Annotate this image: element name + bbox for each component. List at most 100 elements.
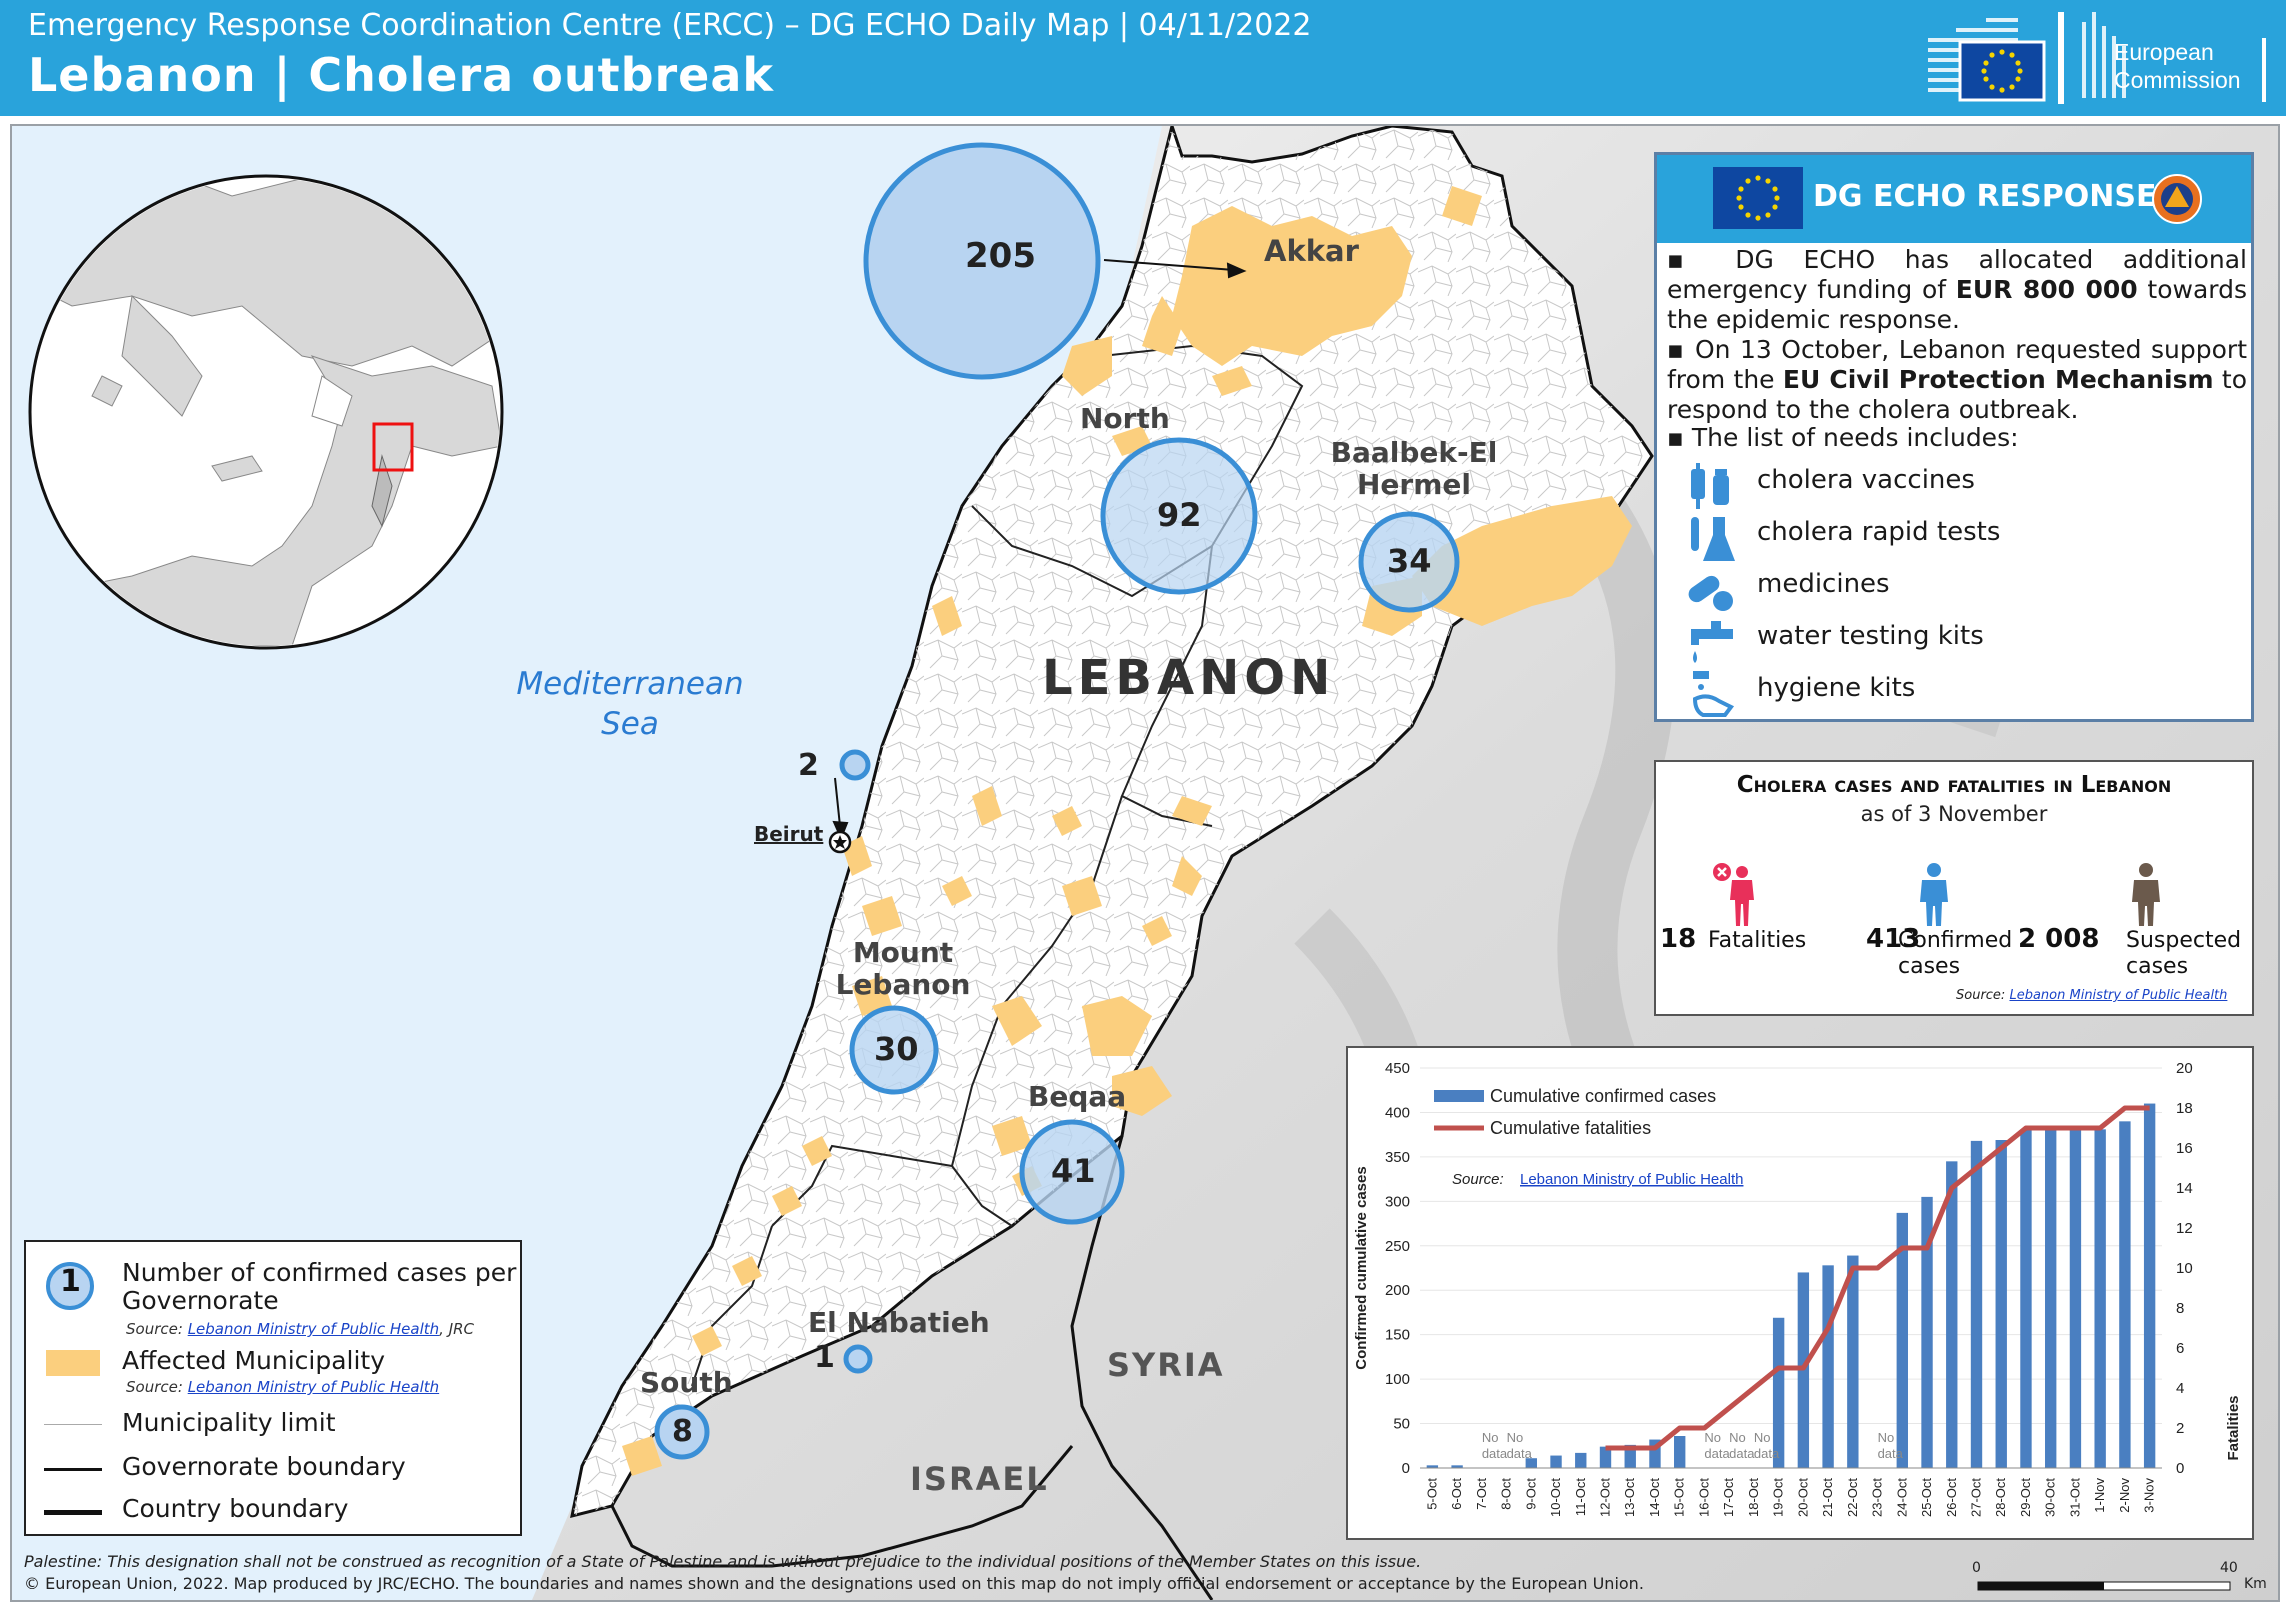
beqaa-case-count: 41 (1051, 1152, 1096, 1190)
y2-tick-label: 4 (2176, 1380, 2184, 1397)
bar (2020, 1129, 2032, 1468)
need-medicines-label: medicines (1757, 569, 1890, 599)
x-tick-label: 9-Oct (1523, 1478, 1538, 1510)
circle-mount-lebanon[interactable] (849, 1005, 939, 1095)
bar (1649, 1439, 1661, 1468)
header-subtitle: Emergency Response Coordination Centre (… (28, 8, 1312, 43)
nabatieh-case-count: 1 (814, 1340, 835, 1375)
legend-municipality-label: Municipality limit (122, 1408, 336, 1437)
sea-label-2: Sea (601, 706, 659, 742)
water-tap-icon (1691, 621, 1733, 663)
suspected-label-1: Suspected (2126, 928, 2242, 953)
x-tick-label: 5-Oct (1424, 1478, 1439, 1510)
x-tick-label: 25-Oct (1919, 1478, 1934, 1517)
map-legend: 1 Number of confirmed cases per Governor… (24, 1240, 522, 1536)
eu-flag-icon (1713, 167, 1803, 229)
y2-tick-label: 20 (2176, 1060, 2193, 1077)
x-tick-label: 14-Oct (1647, 1478, 1662, 1517)
bar (2069, 1129, 2082, 1468)
mount-lebanon-label-2: Lebanon (835, 968, 971, 1001)
legend-affected-source-link[interactable]: Lebanon Ministry of Public Health (187, 1378, 440, 1396)
pills-icon (1688, 575, 1733, 611)
y2-tick-label: 6 (2176, 1340, 2184, 1357)
stats-source-link[interactable]: Lebanon Ministry of Public Health (2009, 988, 2228, 1003)
fatalities-person-icon (1713, 863, 1754, 926)
north-label: North (1080, 402, 1170, 435)
bar (1599, 1446, 1612, 1468)
stats-title: Cholera cases and fatalities in Lebanon (1736, 772, 2172, 798)
no-data-label: No (1507, 1430, 1524, 1445)
bar (1674, 1436, 1686, 1468)
test-tube-icon (1691, 517, 1735, 561)
no-data-label: data (1729, 1446, 1755, 1461)
y2-tick-label: 10 (2176, 1260, 2193, 1277)
echo-panel-header: DG ECHO RESPONSE (1657, 155, 2251, 243)
no-data-label: No (1704, 1430, 1721, 1445)
bar (2094, 1129, 2106, 1468)
bar (1575, 1452, 1587, 1468)
inset-locator-globe (28, 174, 504, 650)
x-tick-label: 12-Oct (1598, 1478, 1613, 1517)
civil-protection-icon (2152, 174, 2202, 224)
capital-symbol (828, 830, 852, 854)
chart-panel: 0 50 100 150 200 250 300 350 400 450 0 2 4 6 8 10 12 14 16… (1346, 1046, 2254, 1540)
circle-beqaa[interactable] (1019, 1119, 1125, 1225)
x-tick-label: 17-Oct (1721, 1478, 1736, 1517)
y-tick-label: 100 (1385, 1371, 1410, 1388)
header-bar: Emergency Response Coordination Centre (… (0, 0, 2286, 116)
nabatieh-label: El Nabatieh (808, 1306, 990, 1339)
legend-line-label: Cumulative fatalities (1490, 1118, 1651, 1138)
y2-tick-label: 8 (2176, 1300, 2184, 1317)
confirmed-label-1: Confirmed (1898, 928, 2013, 953)
suspected-value: 2 008 (2018, 924, 2100, 954)
y2-tick-label: 2 (2176, 1420, 2184, 1437)
x-tick-label: 13-Oct (1622, 1478, 1637, 1517)
no-data-label: No (1754, 1430, 1771, 1445)
circle-baalbek[interactable] (1358, 511, 1460, 613)
legend-affected-label: Affected Municipality (122, 1346, 386, 1375)
x-tick-label: 6-Oct (1449, 1478, 1464, 1510)
x-tick-label: 3-Nov (2142, 1478, 2157, 1513)
chart-source-link: Lebanon Ministry of Public Health (1520, 1171, 1743, 1188)
need-water-testing-label: water testing kits (1757, 621, 1984, 651)
vaccine-icon (1691, 463, 1729, 509)
legend-circle-symbol (46, 1262, 94, 1310)
legend-circle-number: 1 (60, 1264, 81, 1299)
need-hygiene-kits-label: hygiene kits (1757, 673, 1916, 703)
israel-label: ISRAEL (910, 1460, 1049, 1498)
circle-nabatieh[interactable] (843, 1344, 873, 1374)
callout-arrows (832, 259, 1247, 841)
bar (1995, 1140, 2007, 1468)
sea-label-1: Mediterranean (516, 666, 744, 702)
echo-panel-title: DG ECHO RESPONSE (1813, 179, 2157, 214)
south-case-count: 8 (672, 1414, 693, 1449)
x-tick-label: 29-Oct (2018, 1478, 2033, 1517)
mount-lebanon-label-1: Mount (852, 936, 954, 969)
circle-beirut[interactable] (839, 749, 871, 781)
bar (1772, 1317, 1785, 1468)
confirmed-person-icon (1920, 863, 1948, 926)
scale-unit-label: Km (2244, 1576, 2267, 1592)
echo-bullet-1: ▪ DG ECHO has allocated additional emerg… (1667, 245, 2247, 334)
x-tick-label: 7-Oct (1474, 1478, 1489, 1510)
legend-bar-swatch (1434, 1090, 1484, 1102)
legend-cases-source-link[interactable]: Lebanon Ministry of Public Health (187, 1320, 440, 1338)
confirmed-label-2: cases (1898, 954, 1961, 979)
baalbek-case-count: 34 (1387, 542, 1432, 580)
y-tick-label: 450 (1385, 1060, 1410, 1077)
page-title: Lebanon | Cholera outbreak (28, 48, 775, 102)
circle-north[interactable] (1100, 437, 1258, 595)
fatalities-label: Fatalities (1708, 928, 1807, 953)
inset-extent-box (372, 422, 414, 472)
bar (2045, 1129, 2057, 1468)
country-boundary-lines (610, 1135, 1214, 1600)
y2-tick-label: 12 (2176, 1220, 2193, 1237)
akkar-case-count: 205 (965, 236, 1036, 276)
case-circles (654, 142, 1460, 1460)
north-case-count: 92 (1157, 496, 1202, 534)
bar (1946, 1161, 1958, 1468)
y-tick-label: 150 (1385, 1327, 1410, 1344)
circle-akkar[interactable] (863, 142, 1101, 380)
circle-south[interactable] (654, 1404, 710, 1460)
ec-logo-text-2: Commission (2114, 67, 2241, 93)
